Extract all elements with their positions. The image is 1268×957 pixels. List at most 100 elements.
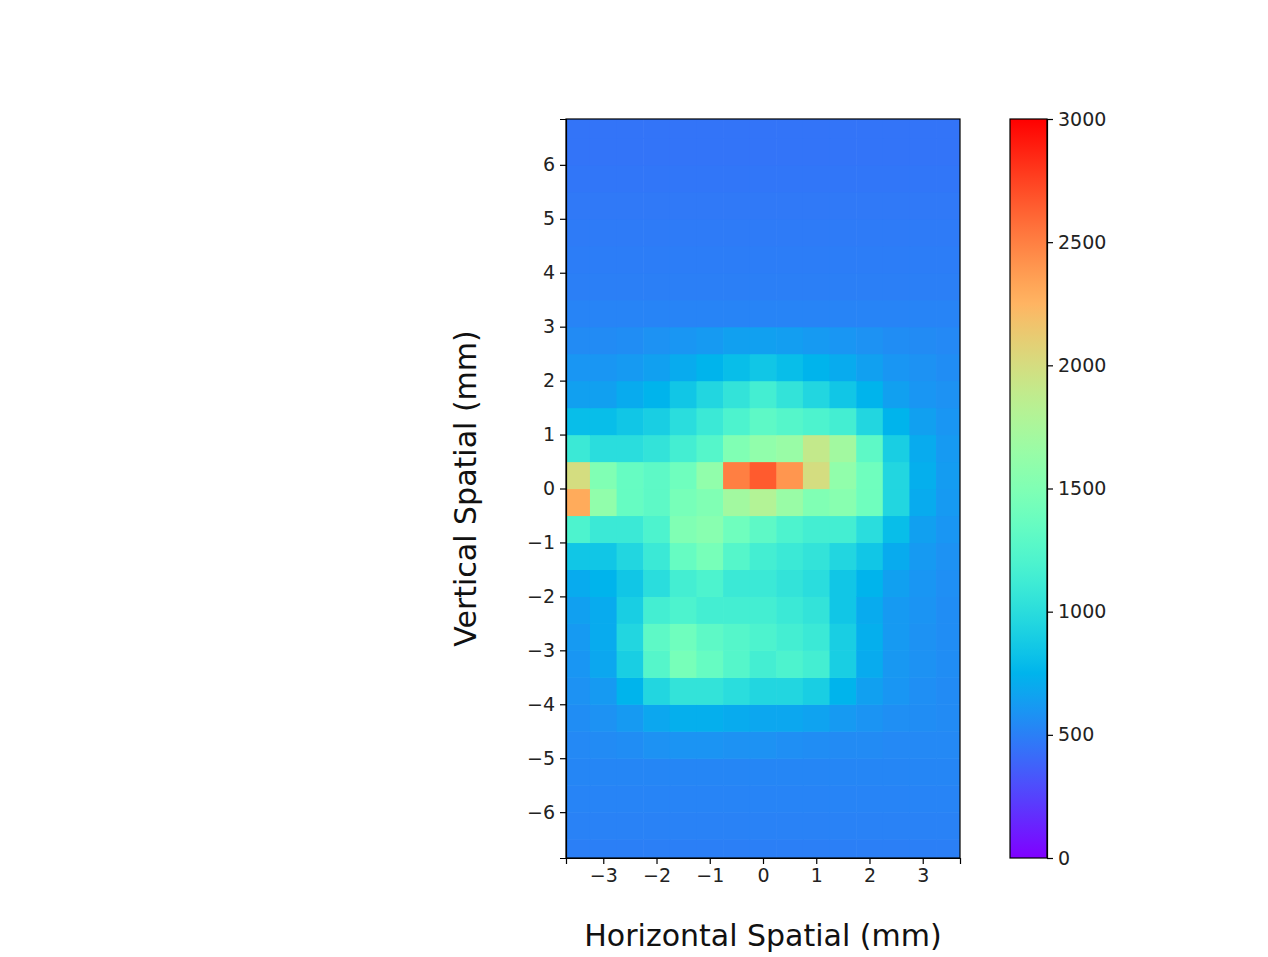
heatmap-cell [776,623,803,651]
tick-mark [560,812,566,813]
heatmap-cell [617,138,644,166]
heatmap-cell [830,119,857,138]
heatmap-cell [803,677,830,705]
heatmap-cell [750,119,777,138]
heatmap-cell [590,354,617,382]
heatmap-cell [696,515,723,543]
heatmap-cell [723,408,750,436]
heatmap-cell [803,785,830,813]
heatmap-cell [723,758,750,786]
heatmap-cell [566,677,591,705]
heatmap-cell [909,165,936,193]
heatmap-cell [750,731,777,759]
heatmap-cell [696,408,723,436]
heatmap-cell [909,489,936,517]
heatmap-cell [617,408,644,436]
heatmap-cell [643,596,670,624]
heatmap-cell [830,273,857,301]
heatmap-cell [723,462,750,490]
tick-label: −6 [527,801,555,823]
heatmap-cell [750,273,777,301]
heatmap-cell [617,812,644,840]
heatmap-cell [909,192,936,220]
heatmap-cell [909,677,936,705]
heatmap-cell [830,354,857,382]
heatmap-cell [776,542,803,570]
heatmap-cell [776,515,803,543]
heatmap-cell [776,812,803,840]
heatmap-cell [856,758,883,786]
heatmap-cell [670,273,697,301]
heatmap-cell [803,704,830,732]
tick-label: 3 [917,864,929,886]
heatmap-cell [670,515,697,543]
heatmap-cell [936,704,960,732]
heatmap-cell [856,812,883,840]
tick-mark [1047,242,1053,243]
tick-mark [763,858,764,864]
heatmap-cell [670,138,697,166]
heatmap-cell [696,650,723,678]
heatmap-cell [909,273,936,301]
heatmap-cell [590,785,617,813]
heatmap-cell [566,839,591,858]
heatmap-cell [723,704,750,732]
heatmap-cell [856,354,883,382]
heatmap-cell [617,758,644,786]
heatmap-cell [723,435,750,463]
heatmap-cell [883,435,910,463]
heatmap-cell [750,542,777,570]
heatmap-cell [590,300,617,328]
heatmap-cell [936,327,960,355]
heatmap-cell [803,165,830,193]
heatmap-cell [856,489,883,517]
heatmap-cell [590,435,617,463]
heatmap-cell [723,839,750,858]
heatmap-cell [776,192,803,220]
heatmap-cell [723,542,750,570]
heatmap-cell [750,246,777,274]
tick-label: 5 [543,207,555,229]
heatmap-cell [909,138,936,166]
heatmap-cell [617,462,644,490]
heatmap-cell [830,300,857,328]
heatmap-cell [936,381,960,409]
heatmap-cell [830,435,857,463]
tick: −4 [527,693,566,715]
heatmap-cell [696,758,723,786]
heatmap-cell [856,273,883,301]
heatmap-cell [803,812,830,840]
heatmap-cell [936,623,960,651]
heatmap-cell [590,812,617,840]
tick-label: −5 [527,747,555,769]
heatmap-cell [883,408,910,436]
heatmap-cell [643,327,670,355]
heatmap-cell [750,327,777,355]
tick-mark [560,650,566,651]
heatmap-cell [723,192,750,220]
axis-line [1048,120,1054,859]
heatmap-cell [566,704,591,732]
heatmap-cell [670,785,697,813]
heatmap-cell [723,165,750,193]
heatmap-cell [643,650,670,678]
heatmap-cell [750,812,777,840]
heatmap-cell [617,677,644,705]
heatmap-cell [803,758,830,786]
heatmap-cell [936,119,960,138]
heatmap-cell [776,569,803,597]
heatmap-cell [856,462,883,490]
heatmap-cell [590,677,617,705]
heatmap-cell [830,704,857,732]
heatmap-cell [643,381,670,409]
heatmap-cell [936,569,960,597]
heatmap-cell [856,138,883,166]
heatmap-cell [643,758,670,786]
heatmap-cell [856,219,883,247]
heatmap-cell [883,300,910,328]
heatmap-cell [670,758,697,786]
heatmap-cell [670,489,697,517]
heatmap-cell [590,758,617,786]
heatmap-cell [803,138,830,166]
heatmap-cell [776,300,803,328]
